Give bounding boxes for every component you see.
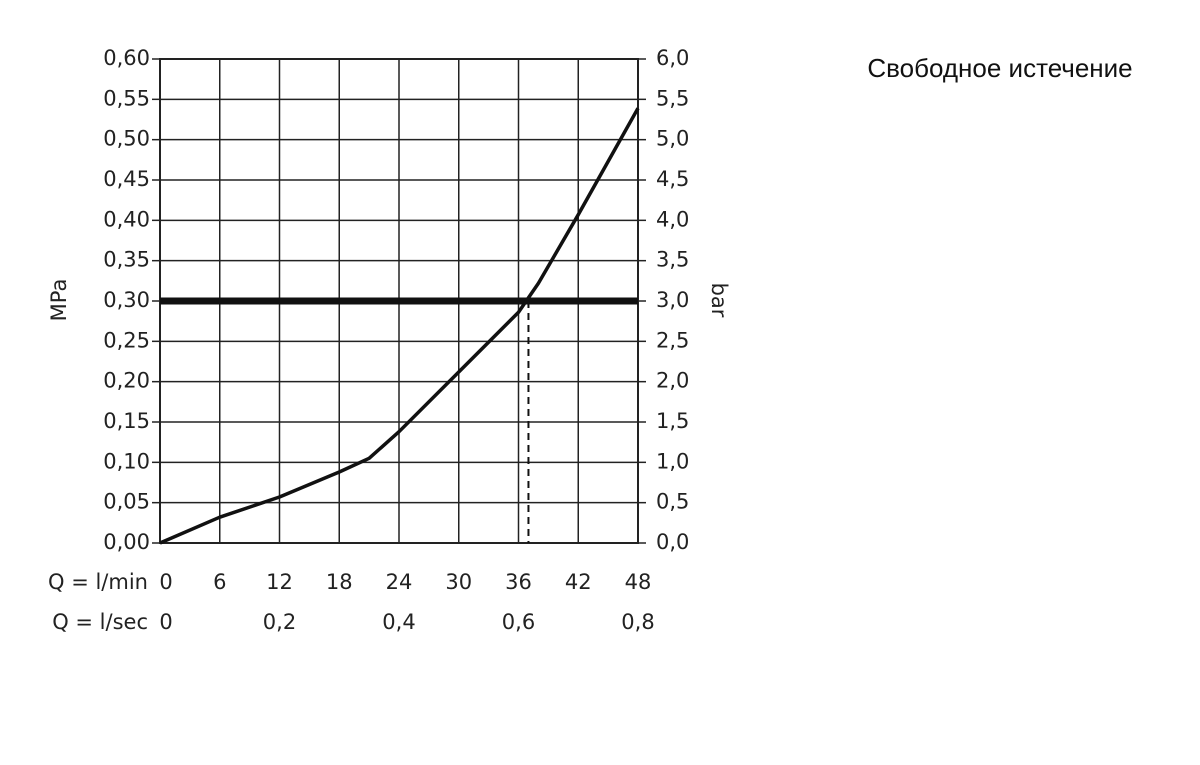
x-tick-label: 0	[159, 570, 172, 594]
x-tick-label: 6	[213, 570, 226, 594]
y-tick-label: 0,10	[103, 449, 150, 473]
x-tick-label: 30	[445, 570, 472, 594]
y-tick-label: 0,00	[103, 530, 150, 554]
y2-tick-label: 1,5	[656, 409, 689, 433]
x2-tick-label: 0,2	[263, 610, 296, 634]
x2-tick-label: 0,8	[621, 610, 654, 634]
x-tick-label: 18	[326, 570, 353, 594]
y2-tick-label: 1,0	[656, 449, 689, 473]
y2-tick-label: 4,0	[656, 207, 689, 231]
y2-tick-label: 0,0	[656, 530, 689, 554]
y-tick-label: 0,20	[103, 369, 150, 393]
y-tick-label: 0,50	[103, 127, 150, 151]
y-tick-label: 0,55	[103, 86, 150, 110]
y2-tick-label: 2,0	[656, 369, 689, 393]
y2-tick-label: 2,5	[656, 328, 689, 352]
y-tick-label: 0,40	[103, 207, 150, 231]
y2-tick-label: 3,5	[656, 248, 689, 272]
y-tick-label: 0,35	[103, 248, 150, 272]
x2-tick-label: 0	[159, 610, 172, 634]
y-tick-label: 0,30	[103, 288, 150, 312]
x-tick-label: 12	[266, 570, 293, 594]
x-tick-label: 36	[505, 570, 532, 594]
x-axis-label: Q = l/min	[48, 570, 148, 594]
y2-tick-label: 6,0	[656, 46, 689, 70]
y2-tick-label: 3,0	[656, 288, 689, 312]
x-tick-label: 42	[565, 570, 592, 594]
y2-tick-label: 5,0	[656, 127, 689, 151]
y-tick-label: 0,25	[103, 328, 150, 352]
y-tick-label: 0,45	[103, 167, 150, 191]
x-tick-label: 48	[625, 570, 652, 594]
y2-tick-label: 4,5	[656, 167, 689, 191]
y-tick-label: 0,15	[103, 409, 150, 433]
x2-tick-label: 0,4	[382, 610, 415, 634]
x2-axis-label: Q = l/sec	[52, 610, 148, 634]
data-line	[159, 107, 640, 545]
y2-axis-label: bar	[707, 283, 731, 318]
x2-tick-label: 0,6	[502, 610, 535, 634]
chart-title: Свободное истечение	[867, 53, 1132, 83]
y2-tick-label: 5,5	[656, 86, 689, 110]
y-axis-label: MPa	[47, 279, 71, 322]
y-tick-label: 0,60	[103, 46, 150, 70]
y-tick-label: 0,05	[103, 490, 150, 514]
x-tick-label: 24	[386, 570, 413, 594]
y2-tick-label: 0,5	[656, 490, 689, 514]
